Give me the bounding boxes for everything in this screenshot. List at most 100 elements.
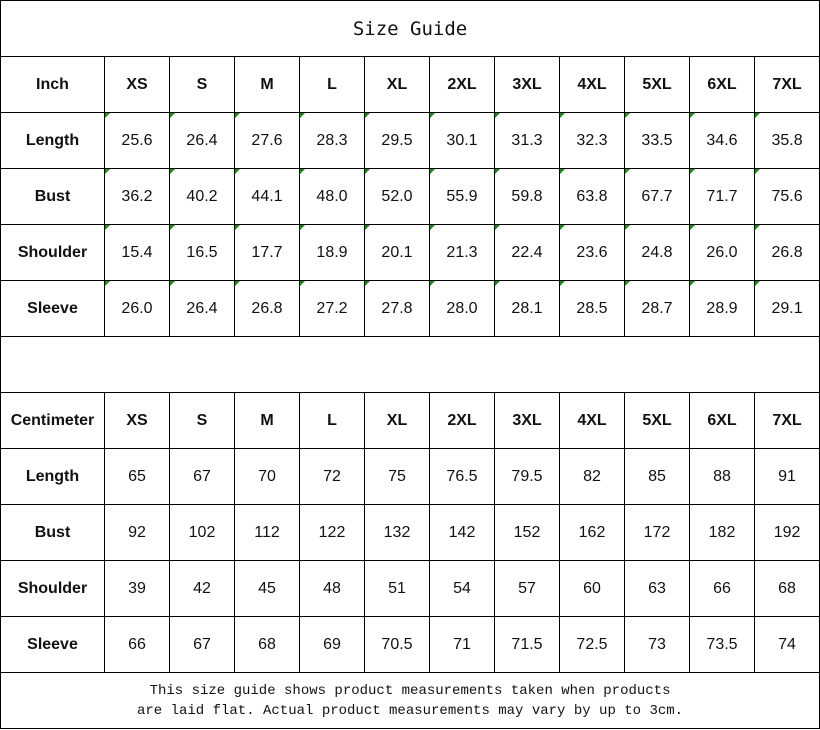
measurement-cell: 63.8 <box>559 168 625 225</box>
size-header: M <box>234 56 300 113</box>
row-label: Shoulder <box>0 560 105 617</box>
table-row: Sleeve 26.0 26.4 26.8 27.2 27.8 28.0 28.1 28.5 28… <box>0 280 820 337</box>
size-header: XS <box>104 56 170 113</box>
measurement-cell: 40.2 <box>169 168 235 225</box>
measurement-cell: 102 <box>169 504 235 561</box>
size-header: 5XL <box>624 392 690 449</box>
measurement-cell: 75.6 <box>753 168 820 225</box>
measurement-cell: 18.9 <box>299 224 365 281</box>
measurement-cell: 71 <box>429 616 495 673</box>
measurement-cell: 63 <box>624 560 690 617</box>
measurement-cell: 69 <box>299 616 365 673</box>
measurement-cell: 31.3 <box>494 112 560 169</box>
measurement-cell: 27.2 <box>299 280 365 337</box>
measurement-cell: 67 <box>169 616 235 673</box>
measurement-cell: 26.8 <box>234 280 300 337</box>
measurement-cell: 20.1 <box>364 224 430 281</box>
measurement-cell: 51 <box>364 560 430 617</box>
measurement-cell: 30.1 <box>429 112 495 169</box>
measurement-cell: 76.5 <box>429 448 495 505</box>
measurement-cell: 45 <box>234 560 300 617</box>
row-label: Sleeve <box>0 280 105 337</box>
row-label: Sleeve <box>0 616 105 673</box>
measurement-cell: 112 <box>234 504 300 561</box>
measurement-cell: 71.5 <box>494 616 560 673</box>
row-label: Shoulder <box>0 224 105 281</box>
measurement-cell: 28.3 <box>299 112 365 169</box>
measurement-cell: 28.0 <box>429 280 495 337</box>
measurement-cell: 15.4 <box>104 224 170 281</box>
measurement-cell: 54 <box>429 560 495 617</box>
size-header: 6XL <box>689 56 755 113</box>
note-line-1: This size guide shows product measuremen… <box>149 682 671 699</box>
table-row: Shoulder 15.4 16.5 17.7 18.9 20.1 21.3 22.4 23.6… <box>0 224 820 281</box>
size-header: XL <box>364 392 430 449</box>
measurement-cell: 172 <box>624 504 690 561</box>
measurement-cell: 32.3 <box>559 112 625 169</box>
measurement-cell: 74 <box>753 616 820 673</box>
size-header: 5XL <box>624 56 690 113</box>
size-header: M <box>234 392 300 449</box>
size-header: XS <box>104 392 170 449</box>
inch-header-row: Inch XS S M L XL 2XL 3XL 4XL 5XL 6XL 7XL <box>0 56 820 113</box>
measurement-cell: 29.1 <box>753 280 820 337</box>
measurement-cell: 122 <box>299 504 365 561</box>
measurement-cell: 65 <box>104 448 170 505</box>
size-header: S <box>169 56 235 113</box>
measurement-cell: 71.7 <box>689 168 755 225</box>
measurement-cell: 142 <box>429 504 495 561</box>
size-header: 3XL <box>494 392 560 449</box>
size-header: 4XL <box>559 392 625 449</box>
measurement-cell: 152 <box>494 504 560 561</box>
measurement-cell: 26.0 <box>689 224 755 281</box>
measurement-cell: 73.5 <box>689 616 755 673</box>
size-header: 7XL <box>753 56 820 113</box>
measurement-cell: 23.6 <box>559 224 625 281</box>
measurement-cell: 35.8 <box>753 112 820 169</box>
size-header: 2XL <box>429 56 495 113</box>
measurement-cell: 27.6 <box>234 112 300 169</box>
measurement-cell: 66 <box>689 560 755 617</box>
measurement-cell: 67 <box>169 448 235 505</box>
measurement-cell: 44.1 <box>234 168 300 225</box>
measurement-cell: 182 <box>689 504 755 561</box>
size-header: L <box>299 56 365 113</box>
measurement-cell: 82 <box>559 448 625 505</box>
page-title: Size Guide <box>0 0 820 57</box>
size-header: 2XL <box>429 392 495 449</box>
measurement-cell: 60 <box>559 560 625 617</box>
measurement-cell: 28.7 <box>624 280 690 337</box>
spacer-row <box>0 336 820 393</box>
size-header: XL <box>364 56 430 113</box>
measurement-cell: 75 <box>364 448 430 505</box>
measurement-cell: 17.7 <box>234 224 300 281</box>
measurement-cell: 70.5 <box>364 616 430 673</box>
measurement-cell: 36.2 <box>104 168 170 225</box>
measurement-cell: 132 <box>364 504 430 561</box>
table-row: Length 25.6 26.4 27.6 28.3 29.5 30.1 31.3 32.3 33… <box>0 112 820 169</box>
measurement-cell: 27.8 <box>364 280 430 337</box>
measurement-cell: 16.5 <box>169 224 235 281</box>
note-line-2: are laid flat. Actual product measuremen… <box>136 702 684 719</box>
measurement-cell: 91 <box>753 448 820 505</box>
table-row: Bust 36.2 40.2 44.1 48.0 52.0 55.9 59.8 63.8 67.7… <box>0 168 820 225</box>
size-header: S <box>169 392 235 449</box>
row-label: Bust <box>0 168 105 225</box>
measurement-cell: 26.4 <box>169 112 235 169</box>
measurement-note: This size guide shows product measuremen… <box>0 672 820 729</box>
size-header: 6XL <box>689 392 755 449</box>
measurement-cell: 55.9 <box>429 168 495 225</box>
row-label: Bust <box>0 504 105 561</box>
table-row: Sleeve 66 67 68 69 70.5 71 71.5 72.5 73 73.5 74 <box>0 616 820 673</box>
measurement-cell: 57 <box>494 560 560 617</box>
table-row: Length 65 67 70 72 75 76.5 79.5 82 85 88 91 <box>0 448 820 505</box>
measurement-cell: 28.5 <box>559 280 625 337</box>
row-label: Length <box>0 112 105 169</box>
size-header: 3XL <box>494 56 560 113</box>
measurement-cell: 52.0 <box>364 168 430 225</box>
measurement-cell: 39 <box>104 560 170 617</box>
measurement-cell: 26.0 <box>104 280 170 337</box>
table-row: Bust 92 102 112 122 132 142 152 162 172 182 192 <box>0 504 820 561</box>
measurement-cell: 79.5 <box>494 448 560 505</box>
